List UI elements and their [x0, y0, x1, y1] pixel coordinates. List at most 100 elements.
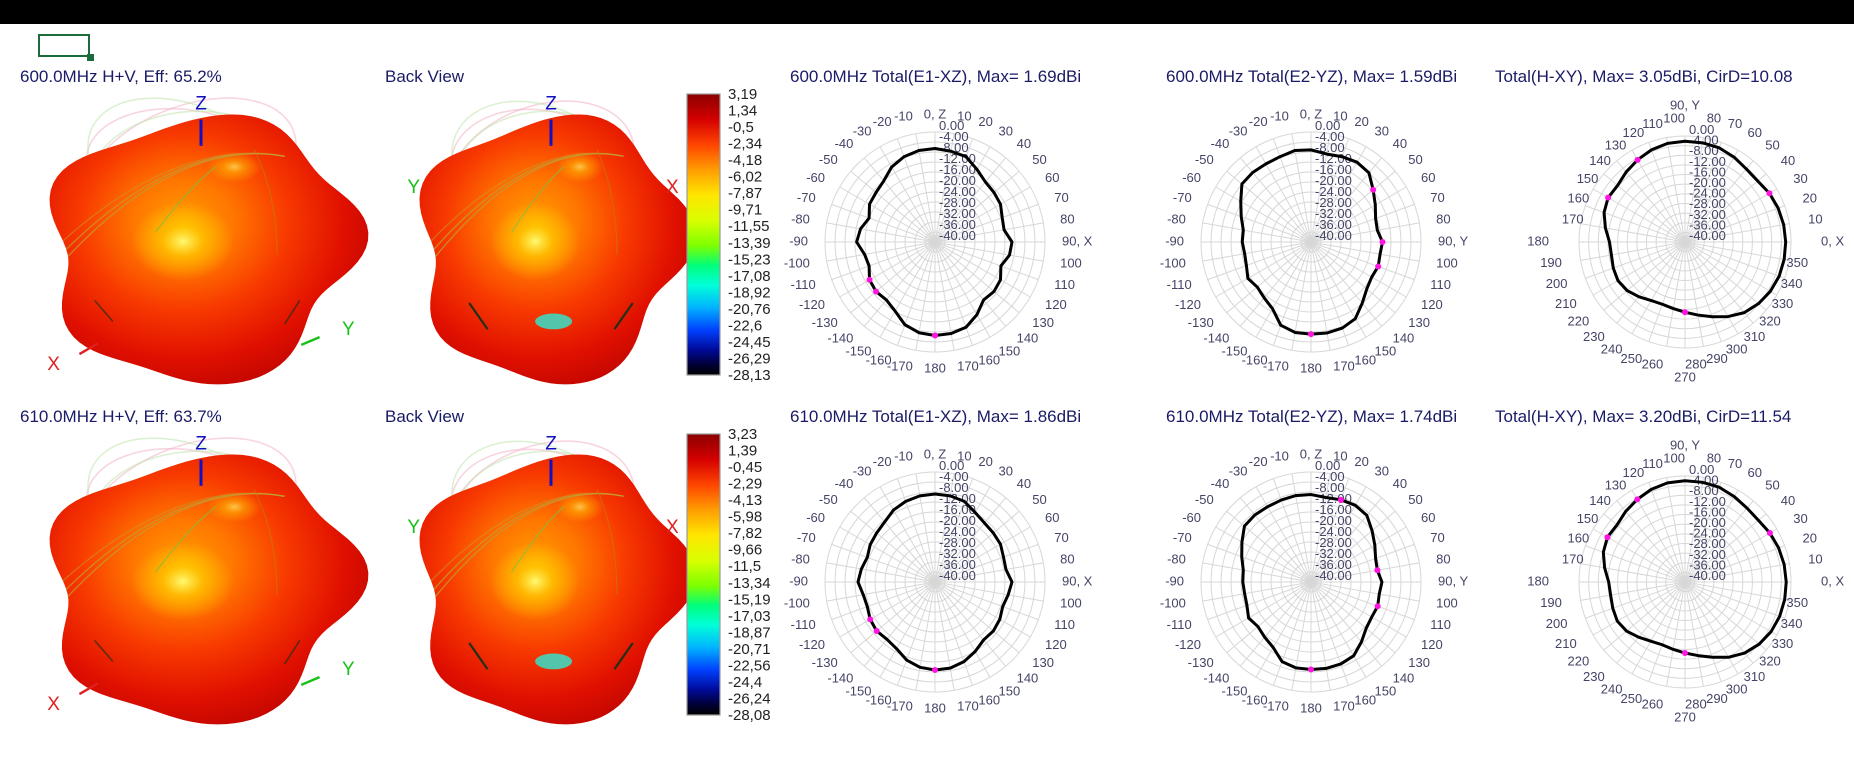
svg-text:-0,5: -0,5	[728, 119, 754, 136]
svg-text:170: 170	[957, 359, 979, 374]
svg-text:610.0MHz Total(E2-YZ), Max= 1.: 610.0MHz Total(E2-YZ), Max= 1.74dBi	[1166, 407, 1457, 426]
svg-text:-10: -10	[1270, 448, 1289, 463]
svg-text:610.0MHz H+V, Eff: 63.7%: 610.0MHz H+V, Eff: 63.7%	[20, 407, 222, 426]
svg-text:160: 160	[978, 693, 1000, 708]
svg-text:-40: -40	[835, 136, 854, 151]
svg-text:-30: -30	[853, 123, 872, 138]
svg-text:-10: -10	[1270, 108, 1289, 123]
svg-text:70: 70	[1728, 456, 1742, 471]
svg-text:70: 70	[1430, 190, 1444, 205]
svg-text:X: X	[666, 517, 679, 538]
svg-text:170: 170	[1562, 212, 1584, 227]
svg-text:-70: -70	[797, 190, 816, 205]
svg-text:20: 20	[978, 114, 992, 129]
svg-text:X: X	[47, 354, 60, 375]
svg-text:130: 130	[1408, 655, 1430, 670]
svg-text:-40.00: -40.00	[939, 228, 976, 243]
svg-text:90, X: 90, X	[1062, 233, 1093, 248]
svg-text:160: 160	[978, 353, 1000, 368]
svg-text:330: 330	[1772, 296, 1794, 311]
svg-text:310: 310	[1744, 669, 1766, 684]
svg-text:-40: -40	[1211, 136, 1230, 151]
svg-text:180: 180	[1527, 573, 1549, 588]
svg-text:-28,13: -28,13	[728, 367, 771, 384]
svg-text:70: 70	[1054, 190, 1068, 205]
svg-text:-70: -70	[1173, 190, 1192, 205]
svg-text:200: 200	[1546, 616, 1568, 631]
svg-text:160: 160	[1354, 693, 1376, 708]
svg-text:Z: Z	[545, 434, 557, 455]
svg-text:-22,6: -22,6	[728, 317, 762, 334]
svg-text:-15,19: -15,19	[728, 591, 771, 608]
svg-text:160: 160	[1568, 531, 1590, 546]
svg-text:180: 180	[1300, 360, 1322, 375]
svg-text:-110: -110	[1167, 617, 1192, 632]
svg-text:210: 210	[1555, 296, 1577, 311]
svg-text:270: 270	[1674, 369, 1696, 384]
svg-text:60: 60	[1045, 170, 1059, 185]
svg-text:-2,34: -2,34	[728, 136, 762, 153]
svg-text:-130: -130	[1188, 315, 1214, 330]
svg-text:80: 80	[1436, 211, 1450, 226]
svg-text:150: 150	[999, 683, 1021, 698]
svg-text:20: 20	[1803, 531, 1817, 546]
svg-text:1,39: 1,39	[728, 443, 757, 460]
svg-text:-20,76: -20,76	[728, 301, 771, 318]
svg-text:140: 140	[1589, 493, 1611, 508]
svg-text:0, X: 0, X	[1821, 573, 1844, 588]
svg-text:40: 40	[1781, 493, 1795, 508]
svg-text:-140: -140	[1203, 671, 1229, 686]
svg-text:40: 40	[1017, 136, 1031, 151]
svg-text:110: 110	[1642, 116, 1663, 131]
svg-text:170: 170	[1562, 552, 1584, 567]
svg-text:-15,23: -15,23	[728, 251, 771, 268]
svg-text:80: 80	[1060, 551, 1074, 566]
svg-text:190: 190	[1540, 255, 1562, 270]
svg-text:-60: -60	[1182, 170, 1201, 185]
svg-text:50: 50	[1765, 478, 1779, 493]
svg-text:-11,55: -11,55	[728, 218, 769, 235]
svg-text:-40: -40	[835, 476, 854, 491]
svg-text:50: 50	[1032, 492, 1046, 507]
svg-text:1,34: 1,34	[728, 103, 757, 120]
svg-text:60: 60	[1748, 125, 1762, 140]
svg-text:120: 120	[1045, 297, 1067, 312]
svg-text:40: 40	[1393, 476, 1407, 491]
svg-text:-50: -50	[1195, 152, 1214, 167]
svg-text:-24,4: -24,4	[728, 674, 762, 691]
svg-text:-20: -20	[1249, 114, 1268, 129]
svg-text:340: 340	[1781, 276, 1803, 291]
svg-text:-120: -120	[1175, 297, 1201, 312]
svg-text:60: 60	[1748, 465, 1762, 480]
svg-text:180: 180	[924, 700, 946, 715]
svg-text:610.0MHz Total(E1-XZ), Max= 1.: 610.0MHz Total(E1-XZ), Max= 1.86dBi	[790, 407, 1081, 426]
svg-text:130: 130	[1605, 138, 1627, 153]
svg-text:40: 40	[1017, 476, 1031, 491]
svg-text:120: 120	[1421, 637, 1443, 652]
svg-text:160: 160	[1354, 353, 1376, 368]
svg-text:-20,71: -20,71	[728, 641, 771, 658]
svg-text:-50: -50	[1195, 492, 1214, 507]
svg-text:-10: -10	[894, 108, 913, 123]
svg-text:10: 10	[1808, 552, 1822, 567]
svg-text:-90: -90	[789, 573, 808, 588]
svg-text:290: 290	[1706, 691, 1728, 706]
svg-text:30: 30	[1793, 511, 1807, 526]
svg-text:-110: -110	[791, 617, 816, 632]
svg-text:320: 320	[1759, 314, 1781, 329]
svg-text:-0,45: -0,45	[728, 459, 762, 476]
svg-text:600.0MHz Total(E2-YZ), Max= 1.: 600.0MHz Total(E2-YZ), Max= 1.59dBi	[1166, 67, 1457, 86]
svg-text:-20: -20	[873, 114, 892, 129]
svg-text:Z: Z	[195, 94, 207, 115]
svg-text:40: 40	[1393, 136, 1407, 151]
svg-text:-40.00: -40.00	[1689, 568, 1726, 583]
svg-text:-7,82: -7,82	[728, 525, 762, 542]
svg-text:250: 250	[1620, 691, 1642, 706]
svg-text:30: 30	[1793, 171, 1807, 186]
svg-text:130: 130	[1032, 655, 1054, 670]
svg-text:130: 130	[1032, 315, 1054, 330]
svg-text:Y: Y	[407, 177, 420, 198]
svg-text:240: 240	[1601, 682, 1623, 697]
svg-text:290: 290	[1706, 351, 1728, 366]
svg-text:3,23: 3,23	[728, 426, 757, 443]
